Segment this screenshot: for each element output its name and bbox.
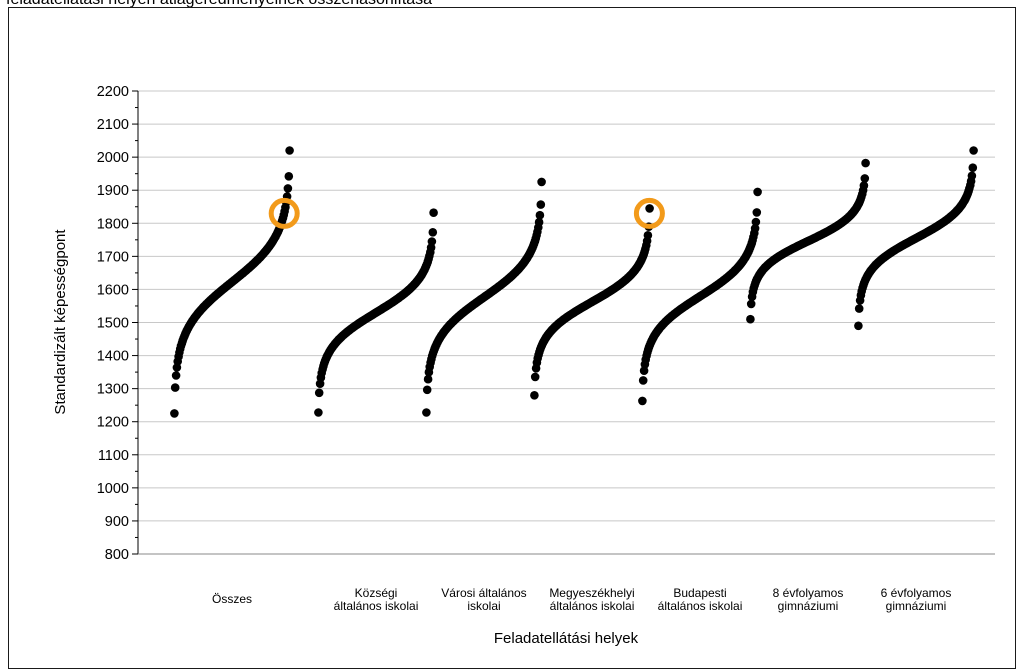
- gridlines: [138, 90, 995, 522]
- data-point: [530, 372, 540, 382]
- x-axis-title: Feladatellátási helyek: [494, 630, 639, 647]
- category-label-line: gimnáziumi: [886, 599, 947, 613]
- category-label-line: Budapesti: [673, 586, 726, 600]
- category-label-line: 8 évfolyamos: [773, 586, 844, 600]
- data-point: [967, 171, 977, 181]
- category-series: [746, 158, 870, 324]
- data-point: [537, 177, 546, 187]
- y-axis: 800 900 1000 1100 1200 1300 1400 1500 1600 1700 18…: [97, 84, 995, 563]
- y-tick-label: 1100: [98, 448, 129, 464]
- category-series: [854, 146, 978, 331]
- data-point: [536, 200, 546, 209]
- data-point: [314, 388, 324, 398]
- data-point: [645, 204, 654, 213]
- category-label: Budapesti általános iskolai: [658, 586, 743, 613]
- data-point: [752, 208, 762, 217]
- page-title: feladatellátási helyen átlageredményeine…: [6, 0, 432, 9]
- category-label-line: Községi: [355, 586, 398, 600]
- data-point: [422, 408, 431, 417]
- data-point: [751, 217, 761, 227]
- data-point: [859, 181, 869, 190]
- data-point: [429, 208, 438, 217]
- y-tick-label: 1700: [97, 249, 129, 265]
- data-point: [969, 146, 978, 155]
- data-point: [639, 366, 649, 376]
- data-points: [170, 146, 978, 418]
- data-point: [530, 391, 539, 400]
- category-series: [638, 187, 762, 406]
- data-point: [535, 210, 545, 220]
- data-point: [170, 409, 179, 418]
- y-tick-label: 2000: [97, 150, 129, 166]
- data-point: [428, 228, 438, 237]
- category-label-line: Összes: [212, 592, 252, 606]
- data-point: [860, 174, 870, 183]
- y-tick-label: 1300: [97, 382, 129, 398]
- y-tick-label: 1500: [97, 316, 129, 332]
- data-point: [861, 158, 870, 168]
- category-label-line: 6 évfolyamos: [881, 586, 952, 600]
- highlight-ring: [633, 197, 665, 229]
- y-tick-label: 1900: [97, 183, 129, 199]
- category-series: [170, 146, 294, 418]
- category-series: [314, 208, 438, 417]
- category-label: 6 évfolyamos gimnáziumi: [881, 586, 952, 613]
- category-label-line: Megyeszékhelyi: [549, 586, 634, 600]
- y-tick-label: 800: [105, 547, 129, 563]
- data-point: [753, 187, 762, 197]
- y-tick-label: 1200: [97, 415, 129, 431]
- category-label: Községi általános iskolai: [334, 586, 419, 613]
- highlight-ring: [268, 197, 300, 229]
- category-series: [422, 177, 546, 417]
- data-point: [283, 184, 293, 193]
- data-point: [534, 217, 544, 227]
- y-tick-label: 2200: [97, 84, 129, 100]
- data-point: [170, 383, 180, 392]
- category-label-line: általános iskolai: [550, 599, 635, 613]
- category-series: [530, 204, 654, 400]
- data-point: [314, 408, 323, 417]
- category-label: Összes: [212, 592, 252, 606]
- y-axis-title: Standardizált képességpont: [52, 229, 69, 415]
- y-tick-label: 1400: [97, 349, 129, 365]
- data-point: [638, 376, 648, 385]
- data-point: [284, 172, 294, 181]
- data-point: [638, 396, 647, 406]
- y-tick-label: 2100: [97, 117, 129, 133]
- category-label-line: általános iskolai: [658, 599, 743, 613]
- category-label: 8 évfolyamos gimnáziumi: [773, 586, 844, 613]
- highlight-markers: [268, 197, 665, 229]
- data-point: [422, 385, 432, 395]
- data-point: [427, 237, 437, 246]
- chart-frame: [8, 7, 1016, 669]
- data-point: [854, 321, 863, 331]
- data-point: [854, 304, 864, 313]
- data-point: [746, 299, 756, 309]
- y-tick-label: 900: [105, 514, 129, 530]
- category-label: Megyeszékhelyi általános iskolai: [549, 586, 634, 613]
- data-point: [746, 314, 755, 324]
- data-point: [423, 374, 433, 384]
- category-label-line: iskolai: [467, 599, 500, 613]
- category-label-line: Városi általános: [441, 586, 526, 600]
- data-point: [968, 163, 978, 172]
- data-point: [285, 146, 294, 155]
- category-label-line: általános iskolai: [334, 599, 419, 613]
- y-tick-label: 1600: [97, 282, 129, 298]
- data-point: [750, 224, 760, 233]
- category-label-line: gimnáziumi: [778, 599, 839, 613]
- data-point: [171, 371, 181, 380]
- data-point: [643, 231, 653, 240]
- category-label: Városi általános iskolai: [441, 586, 526, 613]
- y-tick-label: 1800: [97, 216, 129, 232]
- y-tick-label: 1000: [97, 481, 129, 497]
